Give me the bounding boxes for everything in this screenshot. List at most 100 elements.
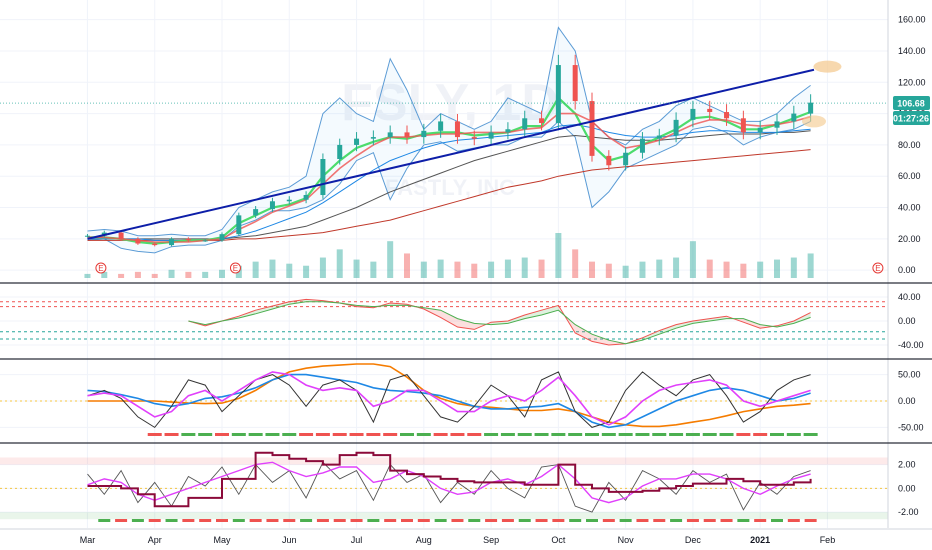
- pane3-signal-dot: [786, 433, 801, 436]
- candle-body: [656, 135, 662, 139]
- price-tick-label: 40.00: [898, 203, 921, 213]
- pane3-signal-dot: [652, 433, 667, 436]
- time-tick-label: Jun: [282, 535, 297, 545]
- pane4-signal-dot: [367, 519, 380, 522]
- volume-bar: [151, 273, 158, 278]
- time-tick-label: May: [213, 535, 231, 545]
- pane4-signal-dot: [417, 519, 430, 522]
- earnings-marker-circle: [229, 262, 241, 274]
- candle: [757, 120, 763, 140]
- time-axis[interactable]: Mar Apr May Jun Jul Aug Sep Oct Nov Dec 2021 Feb: [80, 535, 836, 545]
- candle-body: [370, 137, 376, 139]
- pane4-signal-dot: [333, 519, 346, 522]
- pane2-fill-segment: [642, 330, 660, 341]
- pane3-signal-dot: [618, 433, 633, 436]
- price-tick-label: -40.00: [898, 340, 924, 350]
- pane4-signal-dot: [653, 519, 666, 522]
- candle-body: [152, 243, 158, 246]
- candle: [202, 238, 208, 242]
- candle-body: [471, 137, 477, 139]
- oscillator-pane-3[interactable]: [0, 451, 888, 522]
- pane4-signal-dot: [586, 519, 598, 522]
- pane3-magenta-line: [87, 371, 811, 426]
- candle: [236, 212, 242, 236]
- pane4-signal-dot: [703, 519, 716, 522]
- pane4-step-line: [87, 451, 812, 508]
- pane3-signal-dot: [282, 433, 297, 436]
- candle: [152, 242, 158, 247]
- candle-body: [505, 129, 511, 133]
- candle: [337, 138, 343, 165]
- candle: [791, 105, 797, 129]
- pane4-signal-dot: [737, 519, 750, 522]
- candle-body: [219, 234, 225, 241]
- pane4-signal-dot: [316, 519, 329, 522]
- earnings-marker-label: E: [233, 264, 238, 273]
- volume-bar: [118, 273, 125, 278]
- earnings-marker-label: E: [98, 264, 103, 273]
- pane2-fill-segment: [507, 315, 525, 324]
- volume-bar: [504, 259, 511, 278]
- candle: [303, 191, 309, 204]
- pane4-signal-dot: [266, 519, 279, 522]
- pane3-signal-dot: [248, 433, 263, 436]
- pane4-signal-dot: [98, 519, 111, 522]
- pane3-blue-line: [87, 373, 811, 429]
- candle: [724, 104, 730, 126]
- pane3-signal-dot: [198, 433, 213, 436]
- volume-bar: [605, 263, 612, 278]
- pane4-signal-dot: [636, 519, 649, 522]
- candle-body: [421, 130, 427, 138]
- oscillator-pane-1[interactable]: [0, 298, 888, 346]
- candle: [606, 150, 612, 171]
- candle-body: [185, 238, 191, 241]
- time-tick-label: Nov: [618, 535, 635, 545]
- pane4-grey-line: [87, 461, 811, 513]
- volume-bar: [336, 249, 343, 278]
- pane3-signal-dot: [517, 433, 532, 436]
- volume-bar: [471, 263, 478, 278]
- candle-body: [639, 138, 645, 153]
- volume-bar: [303, 265, 310, 278]
- pane3-signal-dot: [770, 433, 784, 436]
- candle: [135, 237, 141, 245]
- candle: [185, 237, 191, 242]
- pane3-signal-dot: [669, 433, 684, 436]
- candle-body: [253, 209, 259, 216]
- candle-body: [740, 118, 746, 133]
- volume-bar: [286, 263, 293, 278]
- pane3-signal-dot: [635, 433, 650, 436]
- candle-body: [623, 152, 629, 166]
- candle: [639, 132, 645, 159]
- candle: [774, 113, 780, 135]
- oscillator-pane-2[interactable]: [0, 363, 888, 436]
- volume-bar: [572, 249, 579, 278]
- watermark-name: FASTLY, INC: [385, 175, 515, 200]
- pane4-top-band: [0, 457, 888, 465]
- pane4-signal-dot: [535, 519, 548, 522]
- candle-body: [606, 155, 612, 166]
- pane3-signal-dot: [433, 433, 448, 436]
- candle-body: [354, 138, 360, 145]
- candle: [118, 230, 124, 241]
- price-tick-label: 0.00: [898, 396, 916, 406]
- pane4-signal-dot: [148, 519, 161, 522]
- time-tick-label: Sep: [483, 535, 499, 545]
- pane4-bottom-band: [0, 512, 888, 520]
- candle: [253, 206, 259, 219]
- time-tick-label: Apr: [148, 535, 162, 545]
- volume-bar: [185, 271, 192, 278]
- volume-bar: [319, 257, 326, 278]
- volume-bar: [488, 261, 495, 278]
- volume-bar: [706, 259, 713, 278]
- candle: [269, 197, 275, 213]
- pane2-fill-segment: [793, 312, 811, 324]
- volume-bar: [420, 261, 427, 278]
- pane2-line-a: [188, 298, 811, 346]
- candle-body: [269, 201, 275, 210]
- pane3-signal-dot: [736, 433, 751, 436]
- volume-bar: [790, 257, 797, 278]
- pane3-orange-line: [87, 363, 811, 428]
- pane3-signal-dot: [585, 433, 599, 436]
